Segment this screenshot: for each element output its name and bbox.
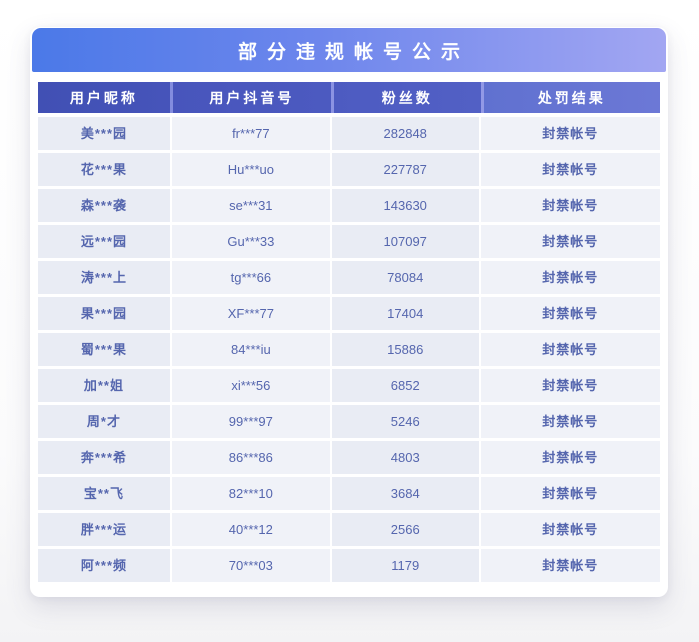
cell-punishment: 封禁帐号 [480,297,660,330]
table-row: 蜀***果 84***iu 15886 封禁帐号 [38,333,660,366]
cell-punishment: 封禁帐号 [480,405,660,438]
cell-fans-count: 17404 [331,297,479,330]
cell-fans-count: 143630 [331,189,479,222]
cell-nickname: 果***园 [38,297,170,330]
table-row: 加**姐 xi***56 6852 封禁帐号 [38,369,660,402]
table-row: 涛***上 tg***66 78084 封禁帐号 [38,261,660,294]
cell-nickname: 花***果 [38,153,170,186]
column-header-douyin-id: 用户抖音号 [172,82,331,113]
cell-nickname: 远***园 [38,225,170,258]
cell-punishment: 封禁帐号 [480,153,660,186]
cell-nickname: 涛***上 [38,261,170,294]
cell-fans-count: 6852 [331,369,479,402]
cell-fans-count: 4803 [331,441,479,474]
cell-punishment: 封禁帐号 [480,549,660,582]
cell-punishment: 封禁帐号 [480,225,660,258]
cell-nickname: 胖***运 [38,513,170,546]
cell-nickname: 宝**飞 [38,477,170,510]
table-row: 花***果 Hu***uo 227787 封禁帐号 [38,153,660,186]
table-header-row: 用户昵称 用户抖音号 粉丝数 处罚结果 [38,82,660,113]
cell-punishment: 封禁帐号 [480,441,660,474]
cell-douyin-id: 82***10 [171,477,330,510]
table-row: 阿***频 70***03 1179 封禁帐号 [38,549,660,582]
cell-nickname: 森***袭 [38,189,170,222]
cell-douyin-id: Gu***33 [171,225,330,258]
table-row: 远***园 Gu***33 107097 封禁帐号 [38,225,660,258]
table-body: 美***园 fr***77 282848 封禁帐号 花***果 Hu***uo … [38,117,660,582]
cell-punishment: 封禁帐号 [480,189,660,222]
cell-nickname: 奔***希 [38,441,170,474]
cell-douyin-id: Hu***uo [171,153,330,186]
cell-fans-count: 15886 [331,333,479,366]
cell-punishment: 封禁帐号 [480,261,660,294]
cell-douyin-id: se***31 [171,189,330,222]
table-row: 奔***希 86***86 4803 封禁帐号 [38,441,660,474]
cell-nickname: 阿***频 [38,549,170,582]
table-row: 胖***运 40***12 2566 封禁帐号 [38,513,660,546]
cell-fans-count: 78084 [331,261,479,294]
cell-douyin-id: fr***77 [171,117,330,150]
cell-douyin-id: XF***77 [171,297,330,330]
cell-douyin-id: 84***iu [171,333,330,366]
column-header-fans-count: 粉丝数 [333,82,481,113]
cell-fans-count: 5246 [331,405,479,438]
table-row: 森***袭 se***31 143630 封禁帐号 [38,189,660,222]
cell-nickname: 周*才 [38,405,170,438]
cell-fans-count: 282848 [331,117,479,150]
cell-douyin-id: 86***86 [171,441,330,474]
cell-fans-count: 227787 [331,153,479,186]
cell-douyin-id: xi***56 [171,369,330,402]
table-row: 周*才 99***97 5246 封禁帐号 [38,405,660,438]
table-row: 宝**飞 82***10 3684 封禁帐号 [38,477,660,510]
violations-table: 用户昵称 用户抖音号 粉丝数 处罚结果 美***园 fr***77 282848… [38,82,660,582]
cell-nickname: 加**姐 [38,369,170,402]
column-header-nickname: 用户昵称 [38,82,170,113]
cell-fans-count: 1179 [331,549,479,582]
cell-punishment: 封禁帐号 [480,477,660,510]
page-title: 部分违规帐号公示 [237,41,470,63]
cell-nickname: 蜀***果 [38,333,170,366]
cell-punishment: 封禁帐号 [480,369,660,402]
table-row: 美***园 fr***77 282848 封禁帐号 [38,117,660,150]
cell-douyin-id: tg***66 [171,261,330,294]
cell-punishment: 封禁帐号 [480,333,660,366]
cell-punishment: 封禁帐号 [480,513,660,546]
cell-douyin-id: 99***97 [171,405,330,438]
cell-punishment: 封禁帐号 [480,117,660,150]
table-row: 果***园 XF***77 17404 封禁帐号 [38,297,660,330]
cell-douyin-id: 40***12 [171,513,330,546]
cell-fans-count: 2566 [331,513,479,546]
cell-fans-count: 107097 [331,225,479,258]
cell-douyin-id: 70***03 [171,549,330,582]
cell-fans-count: 3684 [331,477,479,510]
column-header-punishment: 处罚结果 [483,82,660,113]
cell-nickname: 美***园 [38,117,170,150]
notice-card: 部分违规帐号公示 用户昵称 用户抖音号 粉丝数 处罚结果 美***园 fr***… [30,27,668,597]
title-banner: 部分违规帐号公示 [32,28,666,72]
